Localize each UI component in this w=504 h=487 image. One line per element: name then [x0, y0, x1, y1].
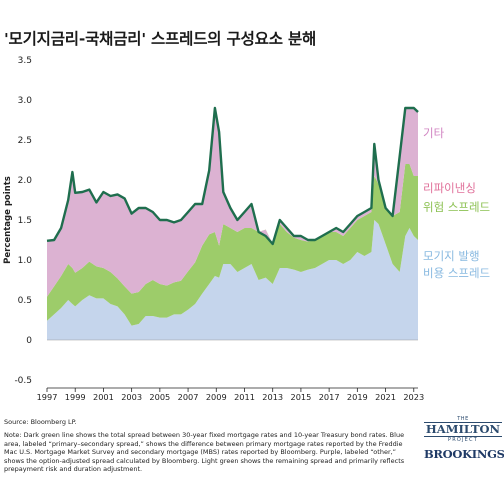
brookings-logo: BROOKINGS: [424, 447, 504, 461]
chart-title: '모기지금리-국채금리' 스프레드의 구성요소 분해: [4, 30, 317, 48]
hamilton-logo-sub: PROJECT: [447, 437, 478, 443]
footnote: Note: Dark green line shows the total sp…: [4, 431, 405, 473]
x-tick-label: 2017: [319, 392, 340, 402]
series-label-refi-line1: 리파이낸싱: [423, 181, 476, 195]
y-axis: -0.5 0 0.5 1.0 1.5 2.0 2.5 3.0 3.5: [14, 56, 32, 386]
y-tick-label: 2.5: [18, 136, 32, 146]
x-axis: 1997 1999 2001 2003 2005 2007 2009 2011 2013 2015…: [37, 387, 424, 402]
x-tick-label: 2009: [206, 392, 227, 402]
hamilton-logo-main: HAMILTON: [424, 422, 502, 437]
series-label-orig-line1: 모기지 발행: [423, 249, 480, 263]
area-기타: [47, 108, 418, 297]
x-tick-label: 2015: [290, 392, 311, 402]
x-tick-label: 2021: [375, 392, 396, 402]
x-tick-label: 2013: [262, 392, 283, 402]
series-label-refi-line2: 위험 스프레드: [423, 200, 490, 214]
y-tick-label: 0.5: [18, 296, 32, 306]
area-layers: [46, 106, 419, 341]
x-tick-label: 2005: [149, 392, 170, 402]
y-tick-label: 1.5: [18, 216, 32, 226]
x-tick-label: 1997: [37, 392, 58, 402]
source-note: Source: Bloomberg LP.: [4, 418, 77, 426]
y-tick-label: 2.0: [18, 176, 33, 186]
chart-svg: -0.5 0 0.5 1.0 1.5 2.0 2.5 3.0 3.5 1997 1999 2001 2…: [3, 56, 490, 402]
x-tick-label: 1999: [65, 392, 86, 402]
y-axis-label: Percentage points: [3, 176, 13, 264]
y-tick-label: 1.0: [18, 256, 33, 266]
y-tick-label: 0: [26, 336, 32, 346]
hamilton-logo-top: THE: [457, 416, 469, 422]
x-tick-label: 2019: [347, 392, 368, 402]
x-tick-label: 2023: [403, 392, 424, 402]
x-tick-label: 2001: [93, 392, 114, 402]
hamilton-project-logo: THE HAMILTON PROJECT: [424, 416, 502, 443]
x-tick-label: 2011: [234, 392, 255, 402]
area-모기지-발행-비용-스프레드: [47, 220, 418, 340]
x-tick-label: 2003: [121, 392, 142, 402]
series-label-other: 기타: [423, 126, 445, 140]
area-리파이낸싱-위험-스프레드: [47, 164, 418, 326]
series-label-orig-line2: 비용 스프레드: [423, 266, 490, 280]
y-tick-label: 3.0: [18, 96, 33, 106]
total-spread-line: [46, 106, 419, 246]
x-tick-label: 2007: [178, 392, 199, 402]
y-tick-label: -0.5: [14, 376, 32, 386]
y-tick-label: 3.5: [18, 56, 32, 66]
